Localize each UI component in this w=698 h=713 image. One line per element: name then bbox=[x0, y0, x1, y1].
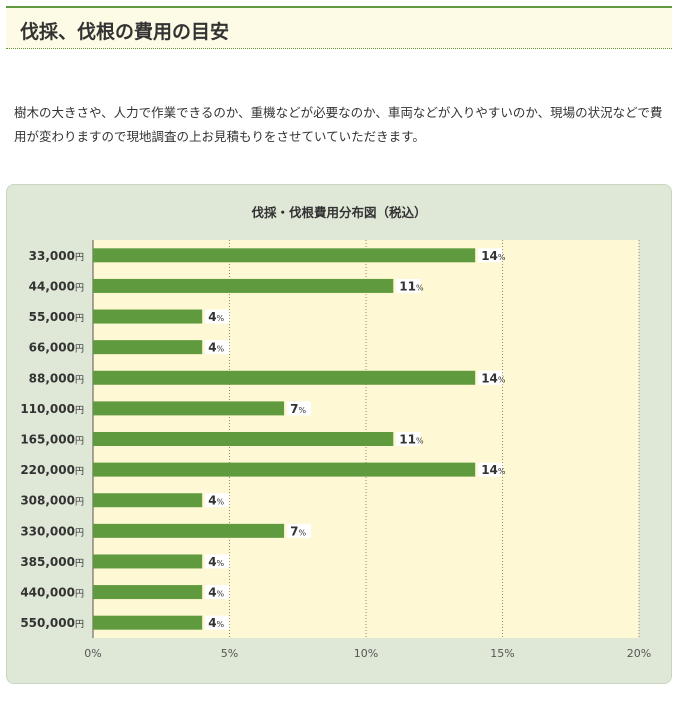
value-label-bg bbox=[205, 554, 230, 569]
value-label: 7% bbox=[290, 402, 306, 416]
category-label: 220,000円 bbox=[20, 463, 84, 477]
value-label-bg bbox=[478, 248, 503, 263]
x-tick-label: 20% bbox=[627, 647, 651, 660]
bar bbox=[93, 401, 285, 416]
value-label: 4% bbox=[208, 341, 224, 355]
value-label-bg bbox=[287, 401, 312, 416]
x-tick-label: 15% bbox=[490, 647, 514, 660]
value-label: 4% bbox=[208, 616, 224, 630]
bar bbox=[93, 554, 203, 569]
category-label: 88,000円 bbox=[29, 371, 84, 385]
chart-title: 伐採・伐根費用分布図（税込） bbox=[251, 205, 427, 220]
bar bbox=[93, 278, 394, 293]
value-label-bg bbox=[396, 278, 421, 293]
x-tick-label: 0% bbox=[84, 647, 101, 660]
bar bbox=[93, 432, 394, 446]
value-label-bg bbox=[205, 493, 230, 508]
value-label: 14% bbox=[481, 371, 506, 385]
value-label: 4% bbox=[208, 310, 224, 324]
category-label: 440,000円 bbox=[20, 586, 84, 600]
category-label: 550,000円 bbox=[20, 616, 84, 630]
category-label: 44,000円 bbox=[29, 279, 84, 293]
value-label: 7% bbox=[290, 524, 306, 538]
section-title: 伐採、伐根の費用の目安 bbox=[20, 21, 230, 43]
value-label-bg bbox=[478, 462, 503, 477]
bar bbox=[93, 340, 203, 355]
value-label-bg bbox=[396, 432, 421, 446]
value-label: 14% bbox=[481, 249, 506, 263]
category-label: 385,000円 bbox=[20, 555, 84, 569]
bar bbox=[93, 370, 476, 385]
value-label: 4% bbox=[208, 586, 224, 600]
bar bbox=[93, 585, 203, 600]
category-label: 308,000円 bbox=[20, 494, 84, 508]
value-label: 14% bbox=[481, 463, 506, 477]
x-tick-label: 5% bbox=[221, 647, 238, 660]
value-label-bg bbox=[287, 523, 312, 538]
value-label: 11% bbox=[399, 433, 424, 447]
description-text: 樹木の大きさや、人力で作業できるのか、重機などが必要なのか、車両などが入りやすい… bbox=[14, 104, 663, 144]
category-label: 110,000円 bbox=[20, 402, 84, 416]
category-label: 165,000円 bbox=[20, 433, 84, 447]
value-label-bg bbox=[478, 370, 503, 385]
bar bbox=[93, 523, 285, 538]
value-label-bg bbox=[205, 585, 230, 600]
value-label: 4% bbox=[208, 555, 224, 569]
bar bbox=[93, 615, 203, 630]
value-label-bg bbox=[205, 340, 230, 355]
value-label-bg bbox=[205, 615, 230, 630]
bar bbox=[93, 248, 476, 263]
value-label-bg bbox=[205, 309, 230, 324]
category-label: 33,000円 bbox=[29, 249, 84, 263]
category-label: 330,000円 bbox=[20, 524, 84, 538]
section-heading: 伐採、伐根の費用の目安 bbox=[6, 6, 672, 49]
x-tick-label: 10% bbox=[354, 647, 378, 660]
bar bbox=[93, 493, 203, 508]
value-label: 11% bbox=[399, 279, 424, 293]
value-label: 4% bbox=[208, 494, 224, 508]
bar bbox=[93, 309, 203, 324]
category-label: 66,000円 bbox=[29, 341, 84, 355]
bar bbox=[93, 462, 476, 477]
category-label: 55,000円 bbox=[29, 310, 84, 324]
